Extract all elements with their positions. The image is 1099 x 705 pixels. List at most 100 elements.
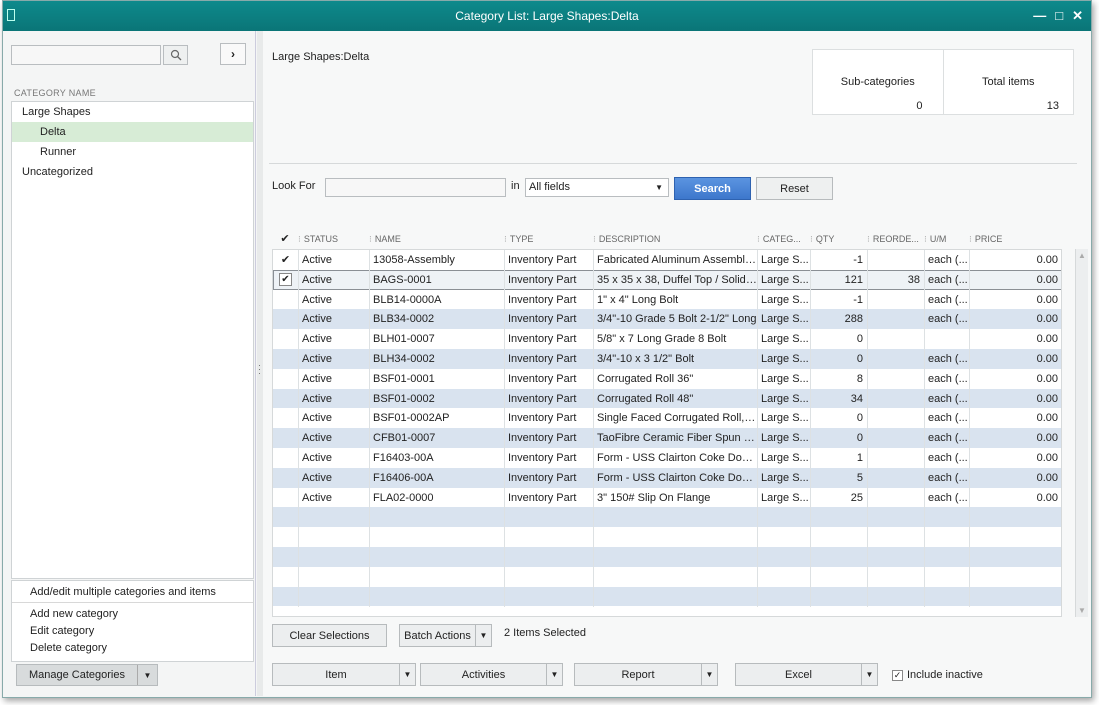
cell-check[interactable] <box>273 289 299 310</box>
cell-check[interactable] <box>273 566 299 587</box>
caret-down-icon[interactable]: ▼ <box>701 664 717 685</box>
cell-check[interactable] <box>273 329 299 350</box>
col-header-check[interactable]: ✔ <box>280 233 290 245</box>
cell-category <box>758 586 811 607</box>
cell-category: Large S... <box>758 428 811 449</box>
cell-description <box>594 566 758 587</box>
cell-type <box>505 586 594 607</box>
item-button[interactable]: Item ▼ <box>272 663 416 686</box>
row-checkbox[interactable]: ✔ <box>279 273 292 287</box>
menu-add-new-category[interactable]: Add new category <box>30 608 119 620</box>
col-header-description[interactable]: ⁝ DESCRIPTION <box>593 229 757 249</box>
tree-item-delta[interactable]: Delta <box>12 122 253 142</box>
table-row[interactable]: Active BLH01-0007 Inventory Part 5/8" x 7 L… <box>273 329 1061 350</box>
look-for-input[interactable] <box>325 178 506 197</box>
cell-description: Form - USS Clairton Coke Door ... <box>594 448 758 468</box>
cell-qty: 1 <box>811 448 868 468</box>
cell-check[interactable] <box>273 309 299 330</box>
cell-check[interactable] <box>273 586 299 607</box>
manage-categories-button[interactable]: Manage Categories ▼ <box>16 664 158 686</box>
excel-button[interactable]: Excel ▼ <box>735 663 878 686</box>
cell-check[interactable] <box>273 368 299 389</box>
cell-check[interactable] <box>273 487 299 508</box>
table-row[interactable]: Active BSF01-0001 Inventory Part Corrugated… <box>273 368 1061 389</box>
activities-button[interactable]: Activities ▼ <box>420 663 563 686</box>
table-row[interactable]: ✔ Active 13058-Assembly Inventory Part Fabri… <box>273 250 1061 270</box>
caret-down-icon[interactable]: ▼ <box>399 664 415 685</box>
close-icon[interactable]: ✕ <box>1072 8 1083 23</box>
column-resize-grip[interactable]: ⁝ <box>969 234 972 244</box>
expand-pane-button[interactable]: › <box>220 43 246 65</box>
cell-check[interactable]: ✔ <box>273 269 299 290</box>
cell-check[interactable] <box>273 408 299 429</box>
menu-edit-category[interactable]: Edit category <box>30 625 95 637</box>
col-header-label: PRICE <box>974 234 1003 244</box>
col-header-reorder[interactable]: ⁝ REORDE... <box>867 229 924 249</box>
table-row[interactable]: Active BSF01-0002 Inventory Part Corrugated… <box>273 388 1061 409</box>
column-resize-grip[interactable]: ⁝ <box>810 234 813 244</box>
column-resize-grip[interactable]: ⁝ <box>757 234 760 244</box>
tree-item-large-shapes[interactable]: Large Shapes <box>22 106 91 118</box>
tree-item-uncategorized[interactable]: Uncategorized <box>22 166 93 178</box>
minimize-icon[interactable]: — <box>1033 8 1047 23</box>
column-resize-grip[interactable]: ⁝ <box>504 234 507 244</box>
category-search-button[interactable] <box>163 45 188 65</box>
grid-scrollbar[interactable]: ▲ ▼ <box>1075 249 1088 617</box>
checkbox-checked-icon[interactable]: ✓ <box>892 669 903 681</box>
cell-check[interactable] <box>273 547 299 567</box>
caret-down-icon[interactable]: ▼ <box>861 664 877 685</box>
column-resize-grip[interactable]: ⁝ <box>924 234 927 244</box>
col-header-price[interactable]: ⁝ PRICE <box>969 229 1062 249</box>
table-row[interactable]: Active F16406-00A Inventory Part Form - USS… <box>273 467 1061 488</box>
table-row[interactable]: Active BLB34-0002 Inventory Part 3/4"-10 Gr… <box>273 309 1061 330</box>
include-inactive-checkbox[interactable]: ✓ Include inactive <box>892 669 983 681</box>
clear-selections-button[interactable]: Clear Selections <box>272 624 387 647</box>
items-pane: Large Shapes:Delta Sub-categories 0 Tota… <box>263 31 1091 696</box>
search-fields-select[interactable]: All fields ▼ <box>525 178 669 197</box>
grid-body[interactable]: ✔ Active 13058-Assembly Inventory Part Fabri… <box>272 249 1062 617</box>
caret-down-icon[interactable]: ▼ <box>546 664 562 685</box>
category-search-input[interactable] <box>11 45 161 65</box>
cell-qty: 0 <box>811 408 868 429</box>
tree-item-runner[interactable]: Runner <box>40 146 77 158</box>
menu-add-edit-multiple[interactable]: Add/edit multiple categories and items <box>12 581 253 603</box>
batch-actions-button[interactable]: Batch Actions ▼ <box>399 624 492 647</box>
report-button[interactable]: Report ▼ <box>574 663 718 686</box>
pane-splitter[interactable]: · · · <box>257 31 263 696</box>
table-row[interactable]: Active BLB14-0000A Inventory Part 1" x 4" L… <box>273 289 1061 310</box>
col-header-type[interactable]: ⁝ TYPE <box>504 229 593 249</box>
column-resize-grip[interactable]: ⁝ <box>867 234 870 244</box>
col-header-um[interactable]: ⁝ U/M <box>924 229 969 249</box>
table-row[interactable]: ✔ Active BAGS-0001 Inventory Part 35 x 35 x … <box>273 269 1061 290</box>
col-header-qty[interactable]: ⁝ QTY <box>810 229 867 249</box>
cell-name: BLB34-0002 <box>370 309 505 330</box>
table-row[interactable]: Active F16403-00A Inventory Part Form - USS… <box>273 448 1061 468</box>
cell-check[interactable] <box>273 428 299 449</box>
cell-check[interactable]: ✔ <box>273 250 299 270</box>
caret-down-icon[interactable]: ▼ <box>137 665 157 685</box>
menu-delete-category[interactable]: Delete category <box>30 642 108 654</box>
column-resize-grip[interactable]: ⁝ <box>369 234 372 244</box>
col-header-name[interactable]: ⁝ NAME <box>369 229 504 249</box>
column-resize-grip[interactable]: ⁝ <box>298 234 301 244</box>
column-resize-grip[interactable]: ⁝ <box>593 234 596 244</box>
col-header-category[interactable]: ⁝ CATEG... <box>757 229 810 249</box>
col-header-status[interactable]: ⁝ STATUS <box>298 229 369 249</box>
cell-check[interactable] <box>273 349 299 369</box>
table-row[interactable]: Active BSF01-0002AP Inventory Part Single F… <box>273 408 1061 429</box>
table-row[interactable]: Active BLH34-0002 Inventory Part 3/4"-10 x … <box>273 349 1061 369</box>
reset-button[interactable]: Reset <box>756 177 833 200</box>
table-row[interactable]: Active CFB01-0007 Inventory Part TaoFibre C… <box>273 428 1061 449</box>
cell-check[interactable] <box>273 448 299 468</box>
cell-description: Corrugated Roll 36" <box>594 368 758 389</box>
caret-down-icon[interactable]: ▼ <box>475 625 491 646</box>
cell-check[interactable] <box>273 527 299 548</box>
scroll-up-icon[interactable]: ▲ <box>1078 251 1086 260</box>
maximize-icon[interactable]: □ <box>1055 8 1064 23</box>
cell-check[interactable] <box>273 467 299 488</box>
table-row[interactable]: Active FLA02-0000 Inventory Part 3" 150# Sl… <box>273 487 1061 508</box>
cell-check[interactable] <box>273 507 299 528</box>
scroll-down-icon[interactable]: ▼ <box>1078 606 1086 615</box>
search-button[interactable]: Search <box>674 177 751 200</box>
cell-check[interactable] <box>273 388 299 409</box>
